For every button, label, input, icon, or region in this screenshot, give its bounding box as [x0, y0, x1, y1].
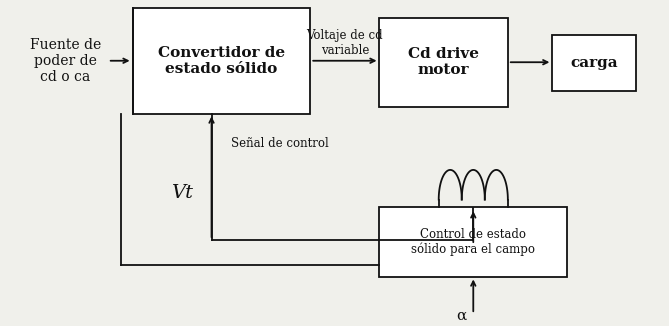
Text: Cd drive
motor: Cd drive motor: [408, 47, 479, 77]
Text: Convertidor de
estado sólido: Convertidor de estado sólido: [158, 46, 285, 76]
Bar: [379, 18, 508, 107]
Text: Vt: Vt: [171, 184, 193, 201]
Text: α: α: [456, 309, 466, 323]
Text: Fuente de
poder de
cd o ca: Fuente de poder de cd o ca: [29, 37, 101, 84]
Text: carga: carga: [571, 56, 618, 70]
Text: Voltaje de cd
variable: Voltaje de cd variable: [306, 29, 383, 57]
Bar: [379, 207, 567, 276]
Text: Control de estado
sólido para el campo: Control de estado sólido para el campo: [411, 228, 535, 256]
Bar: [132, 8, 310, 113]
Bar: [553, 35, 636, 91]
Text: Señal de control: Señal de control: [231, 137, 329, 150]
